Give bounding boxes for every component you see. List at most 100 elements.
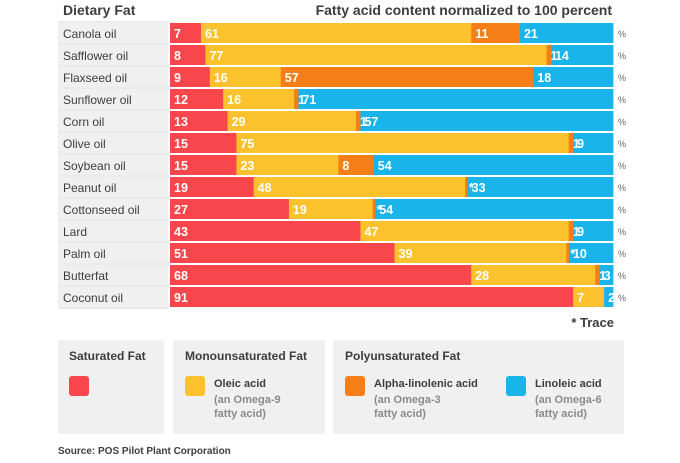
category-cell — [58, 265, 168, 285]
legend-saturated-swatch — [69, 376, 89, 396]
bar-segment — [170, 23, 202, 43]
data-label: 14 — [555, 49, 569, 63]
bar-segment — [170, 89, 224, 109]
bar-segment — [288, 199, 373, 219]
bar-segment — [533, 67, 614, 87]
percent-sign: % — [618, 183, 626, 193]
data-label: * — [377, 203, 382, 217]
category-label: Peanut oil — [63, 181, 116, 195]
bar-segment — [201, 23, 472, 43]
legend-mono-box: Monounsaturated Fat Oleic acid (an Omega… — [173, 340, 325, 434]
category-cell — [58, 67, 168, 87]
stacked-bar-chart: Canola oil 7 61 11 21 %Safflower oil 8 77 114 %Fl… — [58, 21, 626, 309]
category-label: Soybean oil — [63, 159, 126, 173]
data-label: 68 — [174, 269, 188, 283]
percent-sign: % — [618, 95, 626, 105]
bar-segment — [223, 89, 295, 109]
category-cell — [58, 177, 168, 197]
bar-segment — [360, 111, 614, 131]
bar-segment — [550, 45, 614, 65]
data-label: 39 — [399, 247, 413, 261]
dietary-fat-header: Dietary Fat — [63, 2, 136, 18]
category-label: Flaxseed oil — [63, 71, 127, 85]
bar-segment — [372, 199, 376, 219]
data-label: 57 — [364, 115, 378, 129]
bar-segment — [227, 111, 357, 131]
chart-title: Fatty acid content normalized to 100 per… — [315, 2, 612, 18]
percent-sign: % — [618, 271, 626, 281]
bar-segment — [471, 265, 596, 285]
category-label: Olive oil — [63, 137, 106, 151]
data-label: 19 — [174, 181, 188, 195]
legend-mono-title: Monounsaturated Fat — [185, 349, 307, 363]
legend-oleic-desc: (an Omega-9 fatty acid) — [214, 394, 281, 420]
bar-segment — [599, 265, 614, 285]
data-label: * — [570, 247, 575, 261]
data-label: 9 — [577, 225, 584, 239]
percent-sign: % — [618, 161, 626, 171]
data-label: 1 — [360, 115, 367, 129]
data-label: 1 — [551, 49, 558, 63]
legend-poly-title: Polyunsaturated Fat — [345, 349, 461, 363]
category-cell — [58, 45, 168, 65]
percent-sign: % — [618, 73, 626, 83]
data-label: 48 — [258, 181, 272, 195]
bar-segment — [568, 243, 614, 263]
percent-sign: % — [618, 139, 626, 149]
category-cell — [58, 155, 168, 175]
category-label: Safflower oil — [63, 49, 128, 63]
category-cell — [58, 133, 168, 153]
data-label: 1 — [599, 269, 606, 283]
data-label: 47 — [364, 225, 378, 239]
category-label: Coconut oil — [63, 291, 123, 305]
bar-segment — [170, 199, 290, 219]
percent-sign: % — [618, 117, 626, 127]
data-label: 29 — [232, 115, 246, 129]
bar-segment — [280, 67, 534, 87]
percent-sign: % — [618, 29, 626, 39]
data-label: 54 — [379, 203, 393, 217]
data-label: 12 — [174, 93, 188, 107]
bar-segment — [170, 155, 237, 175]
bar-segment — [471, 23, 521, 43]
data-label: 43 — [174, 225, 188, 239]
bar-segment — [170, 177, 255, 197]
bar-segment — [170, 45, 206, 65]
data-label: 16 — [227, 93, 241, 107]
data-label: 75 — [240, 137, 254, 151]
data-label: 61 — [205, 27, 219, 41]
data-label: 54 — [378, 159, 392, 173]
legend-linoleic-name: Linoleic acid — [535, 378, 602, 390]
data-label: 28 — [475, 269, 489, 283]
data-label: 9 — [577, 137, 584, 151]
category-cell — [58, 287, 168, 307]
data-label: 1 — [573, 225, 580, 239]
category-label: Sunflower oil — [63, 93, 132, 107]
data-label: 51 — [174, 247, 188, 261]
bar-segment — [170, 287, 574, 307]
category-cell — [58, 89, 168, 109]
percent-sign: % — [618, 249, 626, 259]
bar-segment — [170, 67, 211, 87]
bar-segment — [253, 177, 466, 197]
data-label: 91 — [174, 291, 188, 305]
category-cell — [58, 221, 168, 241]
data-label: 16 — [214, 71, 228, 85]
bar-segment — [568, 133, 574, 153]
data-label: 27 — [174, 203, 188, 217]
data-label: 15 — [174, 137, 188, 151]
data-label: 18 — [537, 71, 551, 85]
bar-segment — [573, 221, 614, 241]
bar-segment — [338, 155, 375, 175]
data-label: 71 — [302, 93, 316, 107]
data-label: 23 — [240, 159, 254, 173]
data-label: 9 — [174, 71, 181, 85]
bar-segment — [519, 23, 614, 43]
bar-segment — [394, 243, 567, 263]
data-label: 1 — [298, 93, 305, 107]
bar-segment — [373, 155, 614, 175]
bar-segment — [360, 221, 570, 241]
category-label: Corn oil — [63, 115, 104, 129]
percent-sign: % — [618, 293, 626, 303]
data-label: 1 — [573, 137, 580, 151]
